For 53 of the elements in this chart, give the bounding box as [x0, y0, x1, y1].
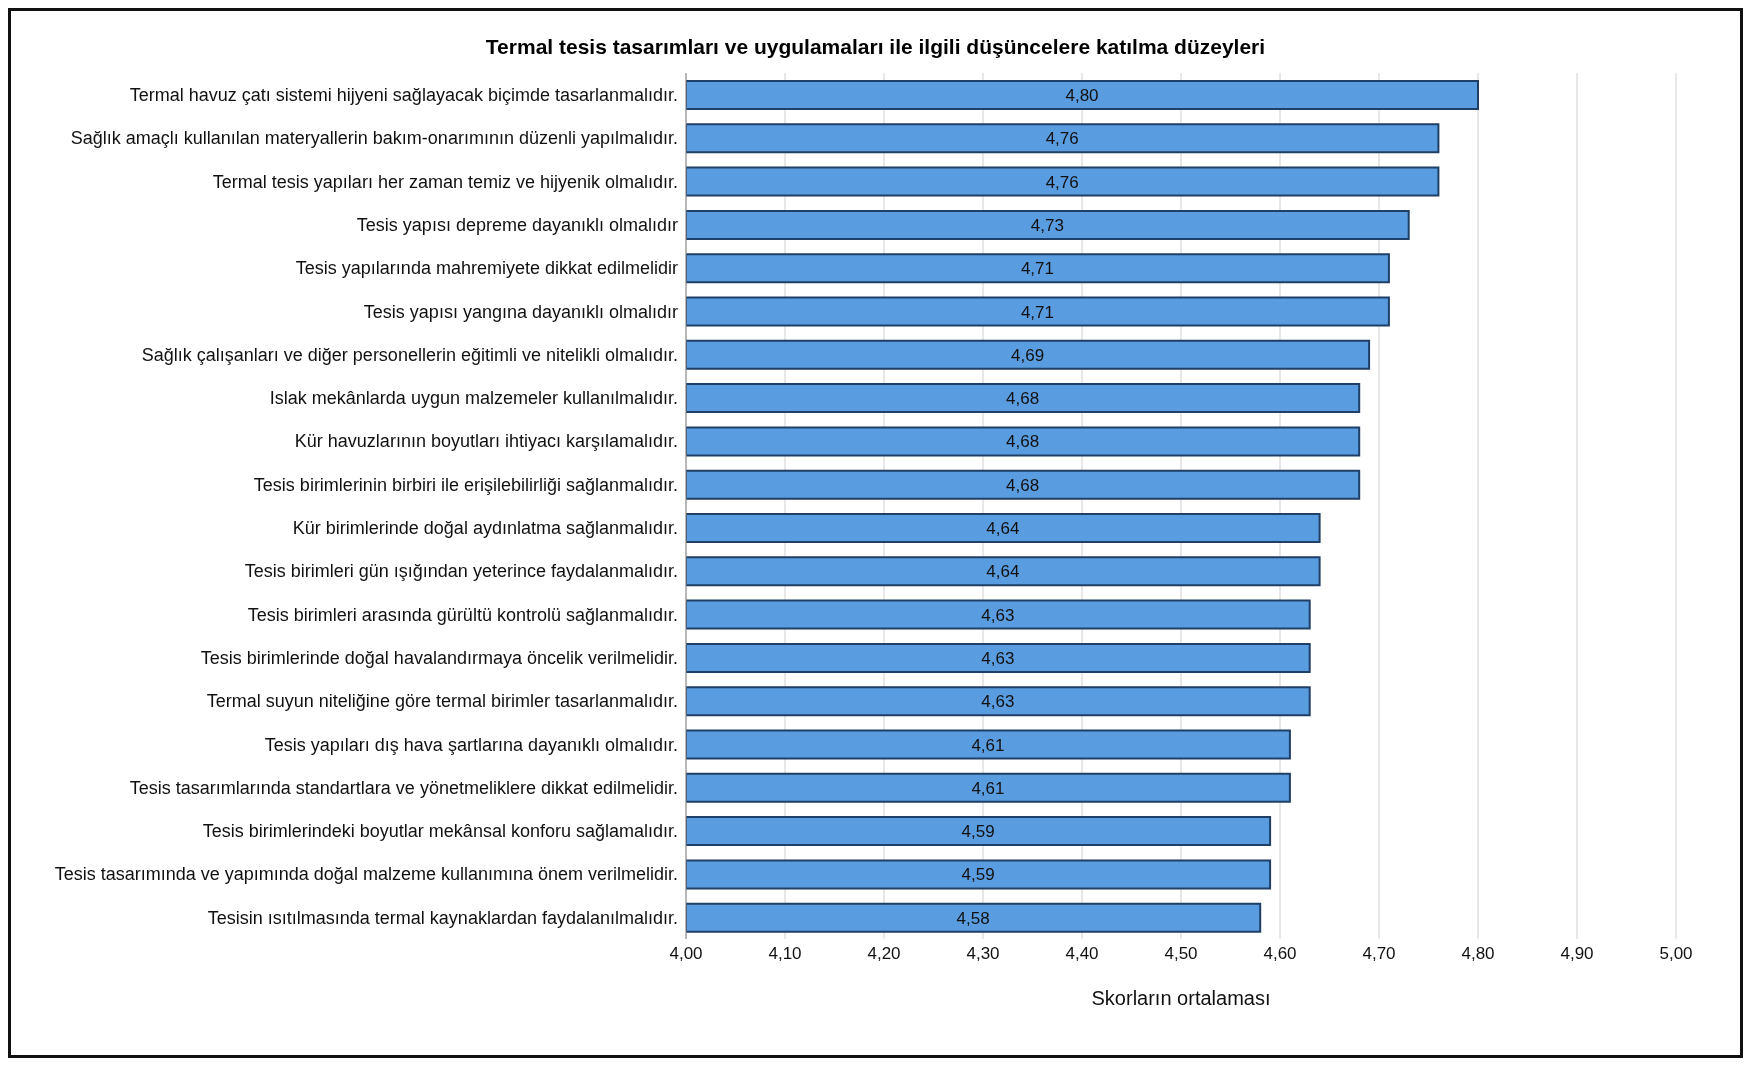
y-tick-label: Tesis birimlerinde doğal havalandırmaya öncelik verilmelidir.	[200, 647, 678, 668]
data-label: 4,59	[961, 865, 995, 885]
x-tick-label: 4,90	[1560, 944, 1594, 964]
y-tick-label: Tesisin ısıtılmasında termal kaynaklardan faydalanılmalıdır.	[207, 907, 678, 928]
x-axis-title: Skorların ortalaması	[1091, 987, 1271, 1009]
data-label: 4,73	[1030, 215, 1064, 235]
y-tick-label: Tesis birimlerindeki boyutlar mekânsal konforu sağlamalıdır.	[202, 821, 678, 842]
y-tick-label: Tesis yapısı depreme dayanıklı olmalıdır	[356, 214, 678, 235]
y-tick-label: Termal havuz çatı sistemi hijyeni sağlayacak biçimde tasarlanmalıdır.	[129, 85, 678, 106]
data-label: 4,61	[971, 735, 1005, 755]
data-label: 4,61	[971, 778, 1005, 798]
y-tick-label: Sağlık çalışanları ve diğer personellerin eğitimli ve nitelikli olmalıdır.	[141, 344, 678, 365]
x-tick-label: 4,70	[1362, 944, 1396, 964]
data-label: 4,63	[981, 692, 1015, 712]
x-tick-label: 4,10	[768, 944, 802, 964]
y-tick-label: Kür birimlerinde doğal aydınlatma sağlanmalıdır.	[292, 518, 678, 539]
data-label: 4,80	[1065, 86, 1099, 106]
y-tick-label: Sağlık amaçlı kullanılan materyallerin bakım-onarımının düzenli yapılmalıdır.	[70, 128, 678, 149]
x-tick-label: 4,80	[1461, 944, 1495, 964]
x-tick-label: 5,00	[1659, 944, 1693, 964]
data-label: 4,68	[1006, 475, 1040, 495]
data-label: 4,64	[986, 519, 1020, 539]
data-label: 4,58	[956, 908, 990, 928]
x-tick-label: 4,60	[1263, 944, 1297, 964]
data-label: 4,63	[981, 648, 1015, 668]
data-label: 4,59	[961, 822, 995, 842]
y-tick-label: Tesis tasarımlarında standartlara ve yönetmeliklere dikkat edilmelidir.	[129, 777, 678, 798]
x-tick-label: 4,50	[1164, 944, 1198, 964]
y-tick-label: Termal tesis yapıları her zaman temiz ve hijyenik olmalıdır.	[212, 171, 678, 192]
y-tick-label: Tesis birimleri gün ışığından yeterince faydalanmalıdır.	[244, 561, 678, 582]
data-label: 4,71	[1020, 259, 1054, 279]
data-label: 4,71	[1020, 302, 1054, 322]
x-tick-label: 4,20	[867, 944, 901, 964]
data-label: 4,64	[986, 562, 1020, 582]
chart-title: Termal tesis tasarımları ve uygulamaları ile ilgili düşüncelere katılma düzeyleri	[484, 35, 1267, 59]
data-label: 4,63	[981, 605, 1015, 625]
y-tick-label: Islak mekânlarda uygun malzemeler kullanılmalıdır.	[269, 388, 678, 409]
x-tick-label: 4,40	[1065, 944, 1099, 964]
data-label: 4,76	[1045, 172, 1079, 192]
y-tick-label: Tesis yapılarında mahremiyete dikkat edilmelidir	[295, 258, 678, 279]
y-tick-label: Tesis birimleri arasında gürültü kontrolü sağlanmalıdır.	[247, 604, 678, 625]
data-label: 4,69	[1011, 345, 1045, 365]
y-tick-label: Tesis yapıları dış hava şartlarına dayanıklı olmalıdır.	[264, 734, 678, 755]
y-tick-label: Tesis tasarımında ve yapımında doğal malzeme kullanımına önem verilmelidir.	[54, 864, 678, 885]
y-tick-label: Kür havuzlarının boyutları ihtiyacı karşılamalıdır.	[294, 431, 678, 452]
y-tick-label: Tesis yapısı yangına dayanıklı olmalıdır	[363, 301, 679, 322]
x-tick-label: 4,30	[966, 944, 1000, 964]
y-tick-label: Tesis birimlerinin birbiri ile erişilebilirliği sağlanmalıdır.	[253, 474, 678, 495]
x-tick-label: 4,00	[669, 944, 703, 964]
y-tick-label: Termal suyun niteliğine göre termal birimler tasarlanmalıdır.	[206, 691, 678, 712]
data-label: 4,68	[1006, 389, 1040, 409]
data-label: 4,68	[1006, 432, 1040, 452]
data-label: 4,76	[1045, 129, 1079, 149]
